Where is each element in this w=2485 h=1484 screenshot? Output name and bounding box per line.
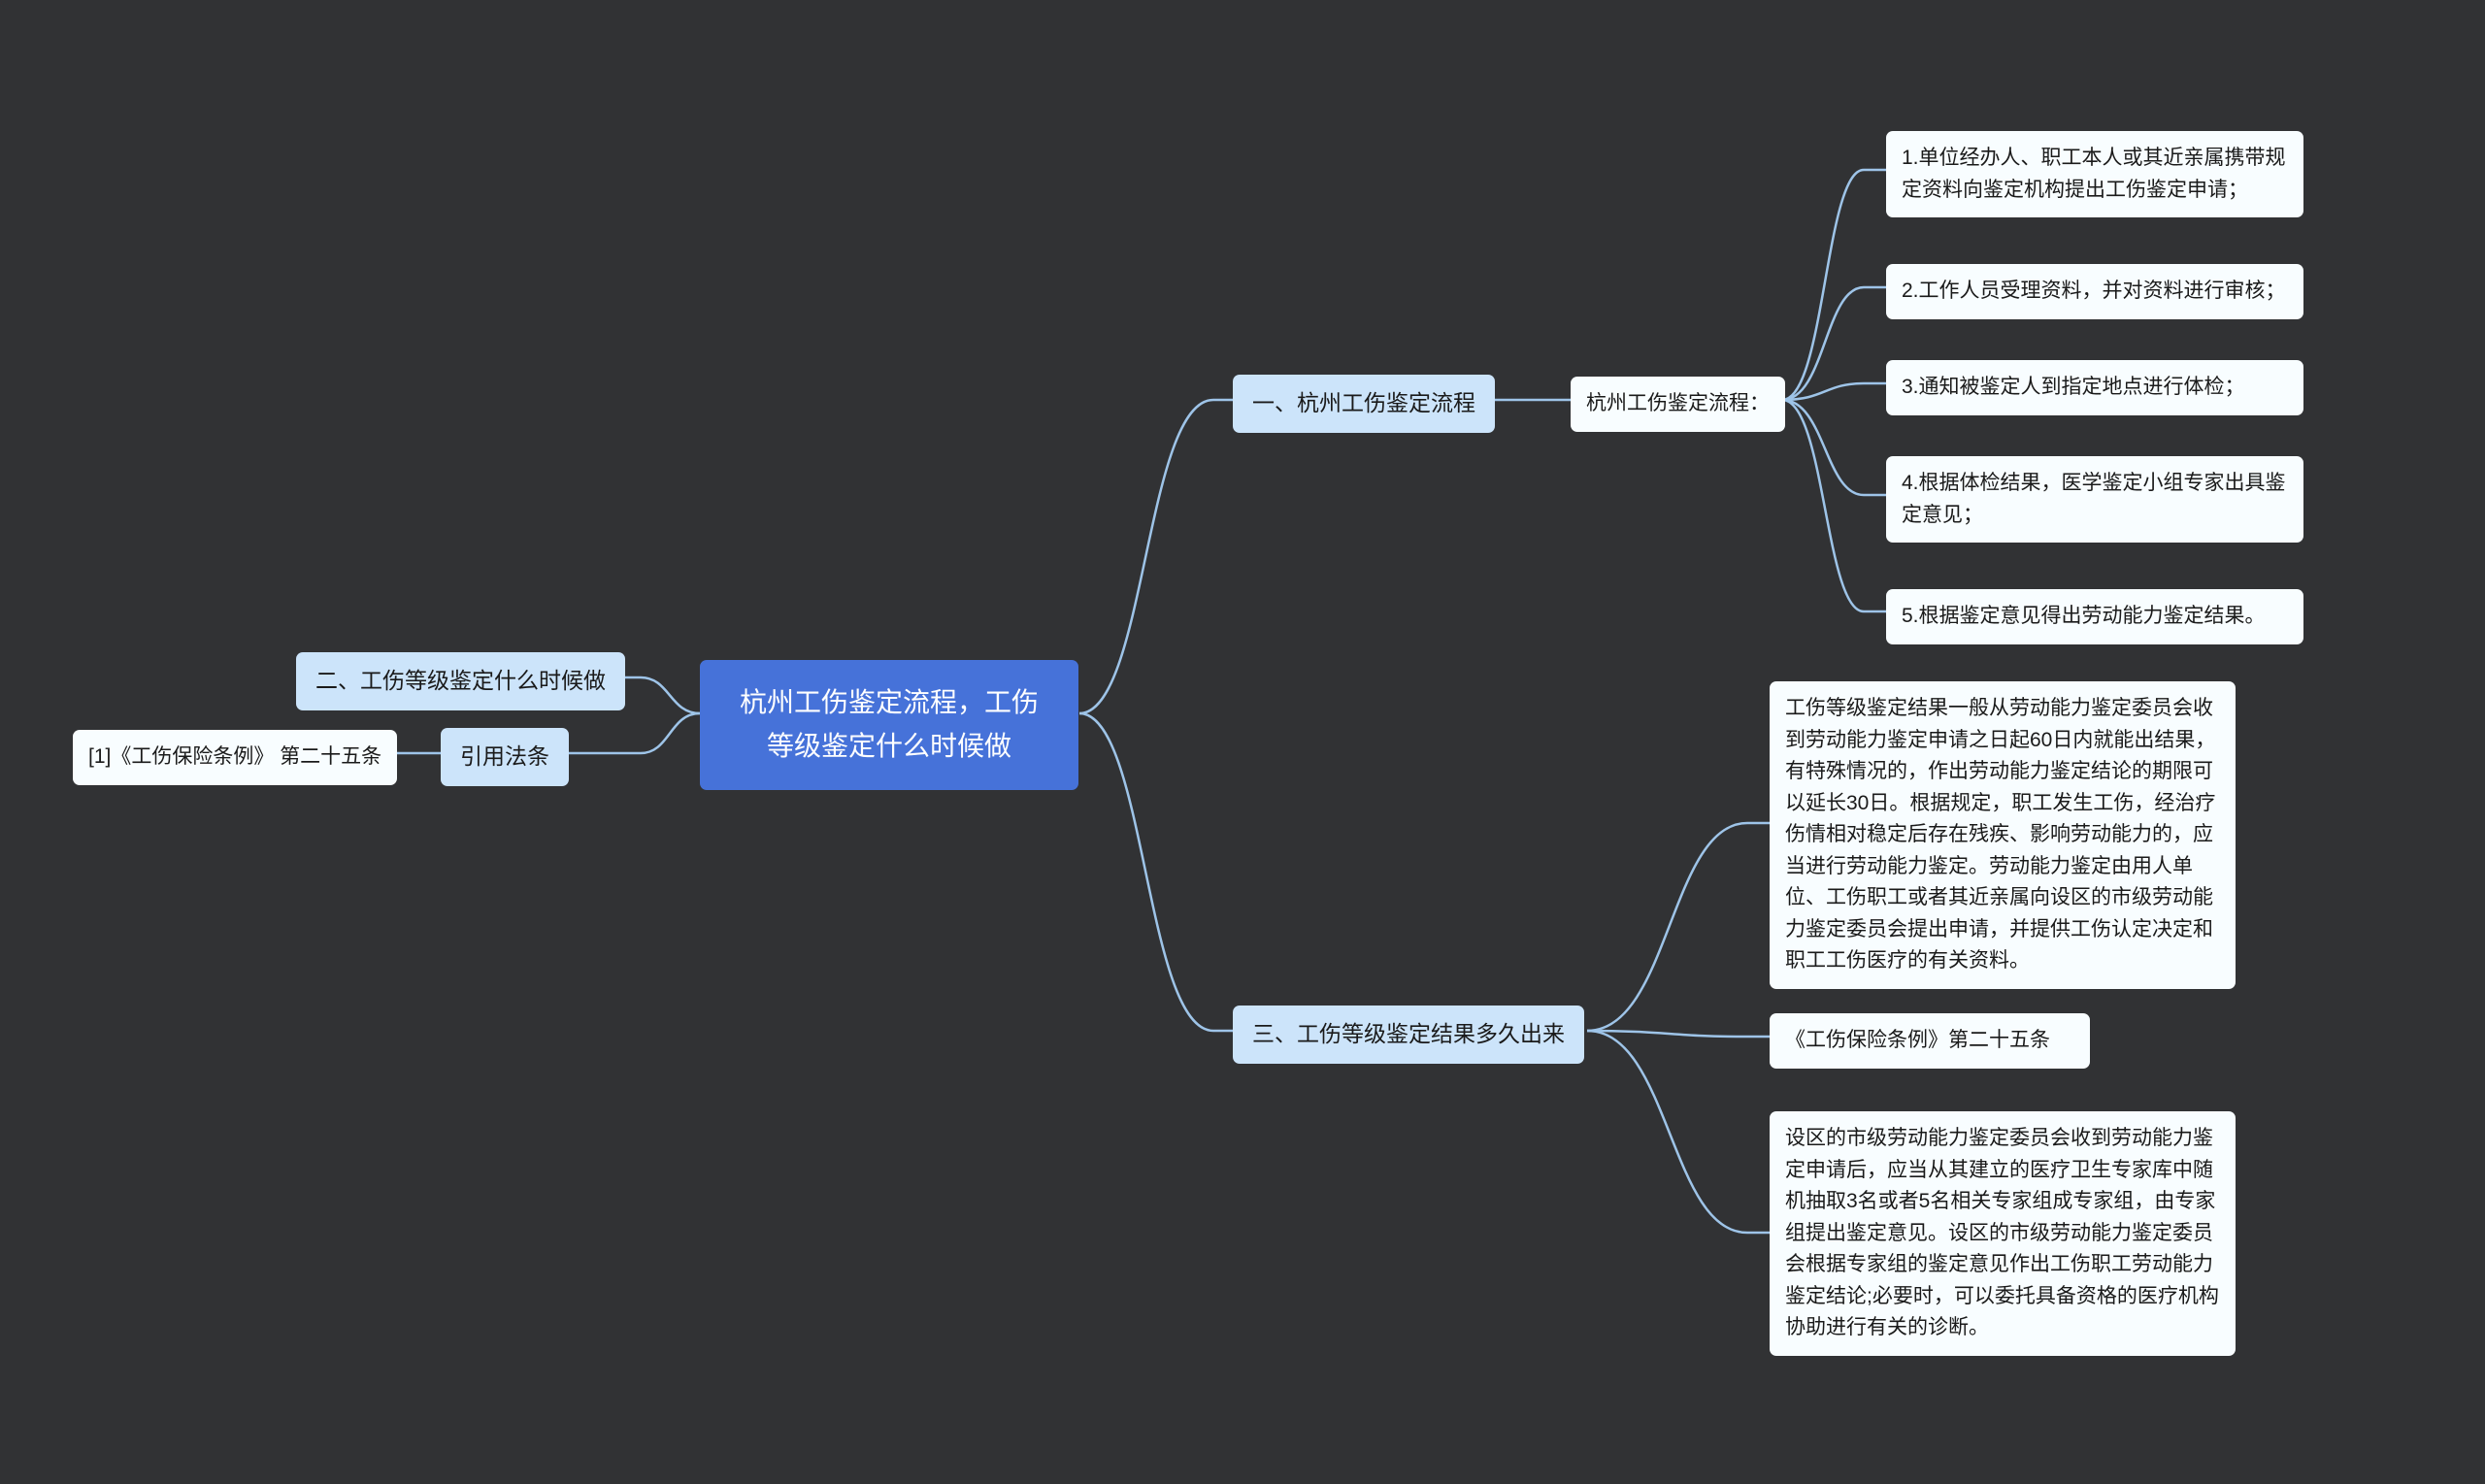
- r3-item-1[interactable]: 工伤等级鉴定结果一般从劳动能力鉴定委员会收到劳动能力鉴定申请之日起60日内就能出…: [1770, 681, 2236, 989]
- right-branch-1-sub-text: 杭州工伤鉴定流程：: [1586, 392, 1770, 414]
- left-ref-leaf[interactable]: [1]《工伤保险条例》 第二十五条: [73, 730, 397, 785]
- r1-item-1[interactable]: 1.单位经办人、职工本人或其近亲属携带规定资料向鉴定机构提出工伤鉴定申请；: [1886, 131, 2303, 217]
- r3-item-1-text: 工伤等级鉴定结果一般从劳动能力鉴定委员会收到劳动能力鉴定申请之日起60日内就能出…: [1785, 697, 2215, 972]
- left-branch-ref-label: 引用法条: [460, 743, 549, 769]
- r1-item-2[interactable]: 2.工作人员受理资料，并对资料进行审核；: [1886, 264, 2303, 319]
- r1-item-3[interactable]: 3.通知被鉴定人到指定地点进行体检；: [1886, 360, 2303, 415]
- right-branch-1[interactable]: 一、杭州工伤鉴定流程: [1233, 375, 1495, 433]
- right-branch-3-label: 三、工伤等级鉴定结果多久出来: [1252, 1021, 1565, 1046]
- r3-item-2-text: 《工伤保险条例》第二十五条: [1785, 1029, 2050, 1051]
- right-branch-3[interactable]: 三、工伤等级鉴定结果多久出来: [1233, 1006, 1584, 1064]
- left-ref-leaf-text: [1]《工伤保险条例》 第二十五条: [88, 745, 381, 768]
- left-branch-2[interactable]: 二、工伤等级鉴定什么时候做: [296, 652, 625, 710]
- r1-item-3-text: 3.通知被鉴定人到指定地点进行体检；: [1902, 376, 2245, 398]
- r1-item-1-text: 1.单位经办人、职工本人或其近亲属携带规定资料向鉴定机构提出工伤鉴定申请；: [1902, 147, 2286, 201]
- left-branch-ref[interactable]: 引用法条: [441, 728, 569, 786]
- right-branch-1-sub[interactable]: 杭州工伤鉴定流程：: [1571, 377, 1785, 432]
- r3-item-3-text: 设区的市级劳动能力鉴定委员会收到劳动能力鉴定申请后，应当从其建立的医疗卫生专家库…: [1785, 1127, 2219, 1338]
- r3-item-3[interactable]: 设区的市级劳动能力鉴定委员会收到劳动能力鉴定申请后，应当从其建立的医疗卫生专家库…: [1770, 1111, 2236, 1356]
- root-line2: 等级鉴定什么时候做: [729, 725, 1049, 769]
- root-line1: 杭州工伤鉴定流程，工伤: [729, 681, 1049, 725]
- r3-item-2[interactable]: 《工伤保险条例》第二十五条: [1770, 1013, 2090, 1069]
- r1-item-2-text: 2.工作人员受理资料，并对资料进行审核；: [1902, 280, 2286, 302]
- root-node[interactable]: 杭州工伤鉴定流程，工伤 等级鉴定什么时候做: [700, 660, 1078, 790]
- right-branch-1-label: 一、杭州工伤鉴定流程: [1252, 390, 1475, 415]
- r1-item-5-text: 5.根据鉴定意见得出劳动能力鉴定结果。: [1902, 605, 2266, 627]
- r1-item-4[interactable]: 4.根据体检结果，医学鉴定小组专家出具鉴定意见；: [1886, 456, 2303, 543]
- r1-item-5[interactable]: 5.根据鉴定意见得出劳动能力鉴定结果。: [1886, 589, 2303, 644]
- left-branch-2-label: 二、工伤等级鉴定什么时候做: [315, 668, 606, 693]
- r1-item-4-text: 4.根据体检结果，医学鉴定小组专家出具鉴定意见；: [1902, 472, 2286, 526]
